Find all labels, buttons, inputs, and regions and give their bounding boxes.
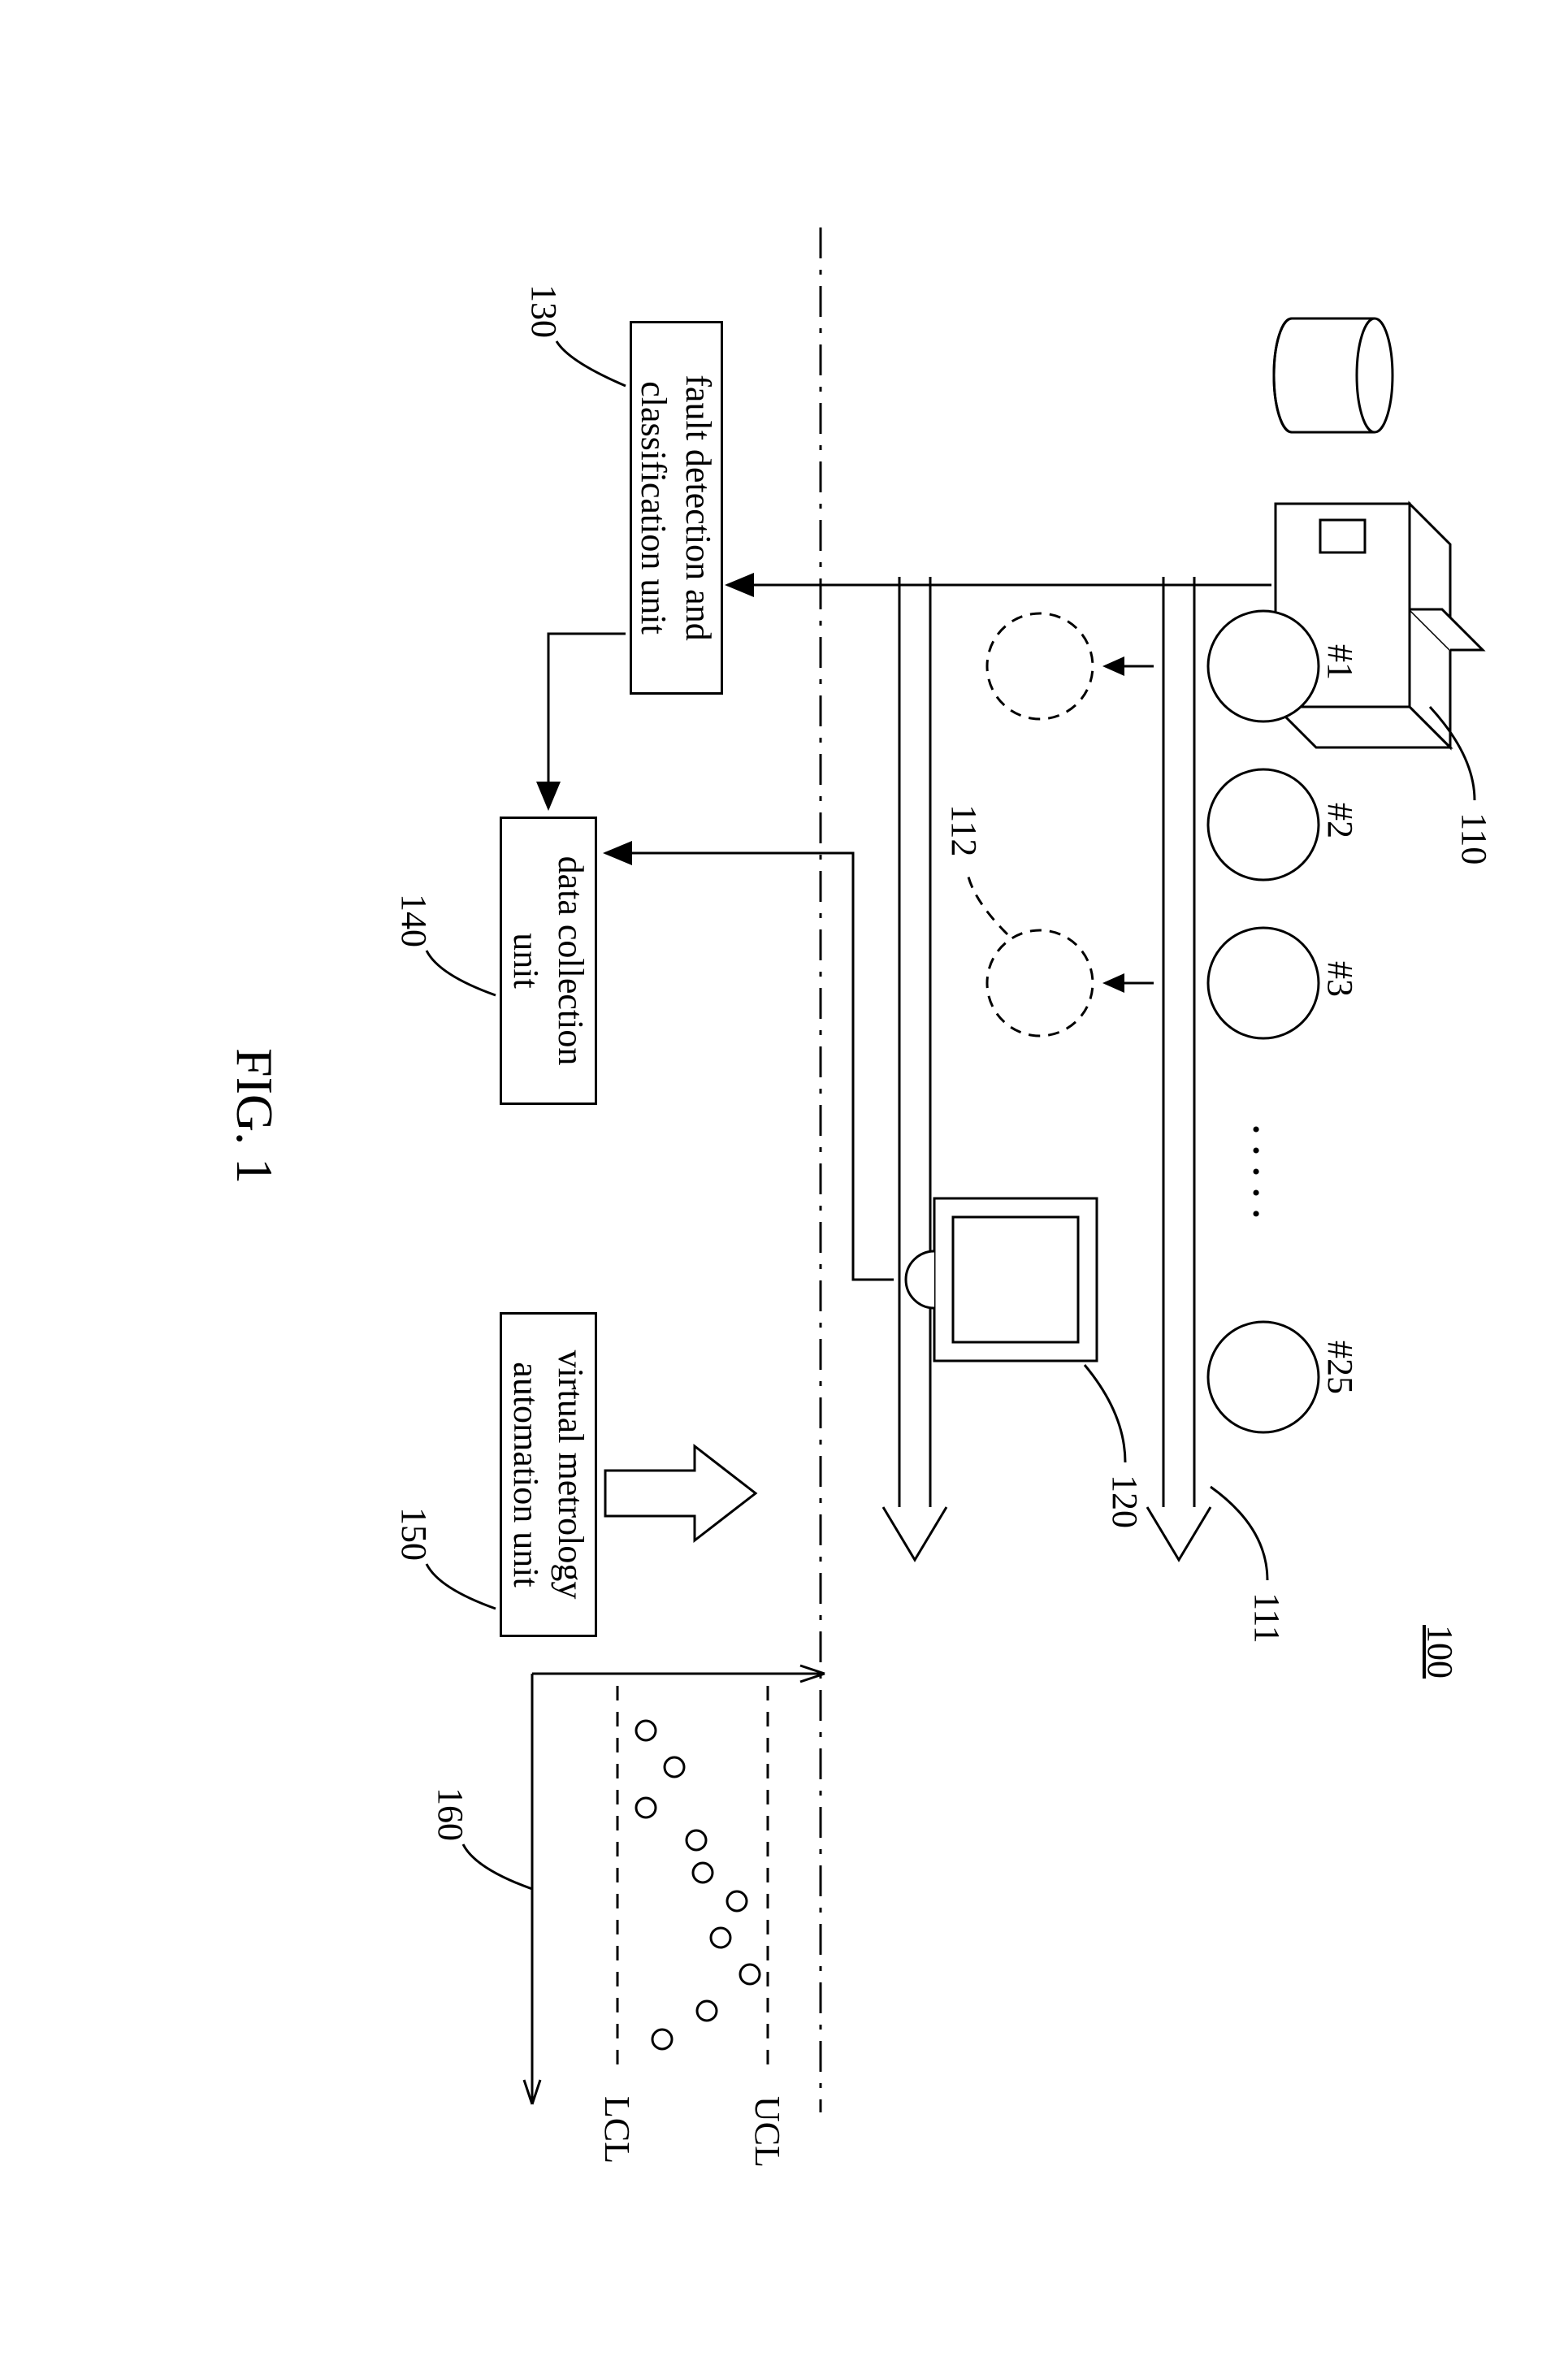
ref-120: 120 [1104,1475,1146,1528]
supply-cylinder [1274,318,1393,432]
vma-line1: virtual metrology [548,1350,593,1600]
chart-points [636,1721,760,2049]
fdc-box: fault detection and classification unit [630,321,723,695]
process-tool [1276,504,1483,747]
leader-110 [1430,707,1475,800]
ucl-label: UCL [747,2096,788,2168]
metrology-tool [906,1198,1097,1361]
figure-stage: 100 110 111 112 120 #1 #2 #3 ····· #25 f… [0,0,1568,2361]
control-chart [524,1666,825,2104]
conveyor-bottom [883,577,946,1560]
leader-140 [427,951,496,995]
leader-150 [427,1564,496,1609]
leader-130 [557,341,626,386]
arrow-fdc-to-dcu [548,634,626,808]
wafer-label-25: #25 [1319,1341,1361,1394]
wafer-label-2: #2 [1319,803,1361,838]
leader-120 [1085,1365,1125,1462]
leader-160 [463,1844,532,1889]
dcu-box: data collection unit [500,817,597,1105]
ref-160: 160 [430,1787,471,1841]
leader-111 [1211,1487,1267,1580]
ref-112: 112 [943,804,985,856]
wafer-ellipsis: ····· [1228,1121,1284,1227]
ref-150: 150 [393,1507,435,1561]
figure-caption: FIG. 1 [224,1048,284,1184]
leader-112 [967,869,1007,934]
lcl-label: LCL [596,2096,638,2164]
vma-box: virtual metrology automation unit [500,1312,597,1637]
fdc-line1: fault detection and [677,375,721,640]
wafers [1208,611,1319,1432]
wafer-label-3: #3 [1319,961,1361,997]
dcu-line2: unit [504,933,548,988]
block-arrow [605,1446,756,1540]
system-ref: 100 [1419,1625,1461,1679]
vma-line2: automation unit [504,1362,548,1587]
sampled-wafers [987,613,1093,1036]
arrow-metrology-to-dcu [605,853,894,1280]
wafer-label-1: #1 [1319,644,1361,680]
ref-111: 111 [1246,1592,1288,1644]
ref-130: 130 [523,284,565,338]
conveyor-top [1147,577,1211,1560]
dcu-line1: data collection [548,856,593,1066]
ref-140: 140 [393,894,435,947]
fdc-line2: classification unit [632,381,677,635]
ref-110: 110 [1453,812,1495,864]
